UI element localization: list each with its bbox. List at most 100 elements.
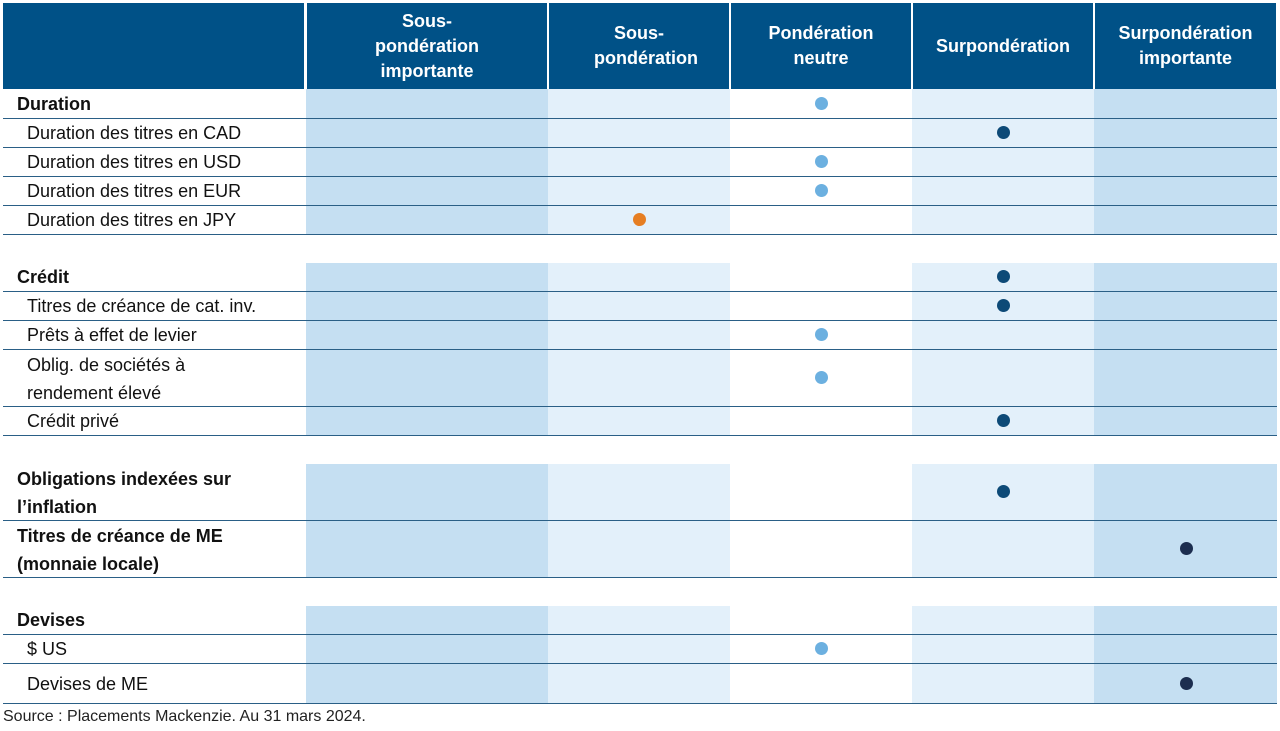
table-cell [730, 407, 912, 435]
table-cell [912, 119, 1094, 147]
table-cell [912, 664, 1094, 703]
column-header-2: Sous-pondération [549, 3, 729, 89]
header-corner [3, 3, 304, 89]
table-row: Duration des titres en CAD [3, 119, 1277, 148]
row-label: Devises [17, 610, 86, 630]
table-cell [730, 521, 912, 577]
table-cell [306, 321, 548, 349]
table-cell [730, 464, 912, 520]
row-label: $ US [27, 639, 68, 659]
table-cell [548, 321, 730, 349]
table-cell [548, 664, 730, 703]
column-header-label: Pondération neutre [768, 23, 874, 68]
position-dot-icon [633, 213, 646, 226]
position-dot-icon [815, 184, 828, 197]
table-row: Devises [3, 606, 1277, 635]
table-row: Duration des titres en USD [3, 148, 1277, 177]
table-cell [548, 148, 730, 176]
table-cell [548, 263, 730, 291]
table-cell [548, 350, 730, 406]
position-dot-icon [1179, 676, 1193, 690]
table-cell [1094, 407, 1277, 435]
table-cell [306, 606, 548, 634]
position-dot-icon [997, 414, 1010, 427]
table-cell [912, 521, 1094, 577]
table-cell [306, 464, 548, 520]
position-dot-icon [1179, 542, 1193, 555]
table-cell [306, 206, 548, 234]
table-cell [730, 606, 912, 634]
row-label: Oblig. de sociétés à rendement élevé [27, 355, 186, 403]
table-cell [1094, 292, 1277, 320]
table-row: Crédit [3, 263, 1277, 292]
section-spacer [3, 436, 1277, 464]
row-label: Duration des titres en USD [27, 152, 242, 172]
table-cell [548, 407, 730, 435]
table-cell [1094, 263, 1277, 291]
table-row: Prêts à effet de levier [3, 321, 1277, 350]
table-cell [306, 148, 548, 176]
table-row: Crédit privé [3, 407, 1277, 436]
table-cell [730, 119, 912, 147]
column-header-4: Surpondération [913, 3, 1093, 89]
column-header-5: Surpondération importante [1095, 3, 1276, 89]
table-cell [730, 321, 912, 349]
table-cell [1094, 664, 1277, 703]
table-cell [548, 206, 730, 234]
table-cell [730, 292, 912, 320]
table-cell [1094, 177, 1277, 205]
position-dot-icon [815, 371, 828, 384]
table-cell [730, 177, 912, 205]
table-cell [306, 521, 548, 577]
table-row: Titres de créance de ME (monnaie locale) [3, 521, 1277, 578]
table-cell [548, 292, 730, 320]
table-cell [912, 464, 1094, 520]
row-label: Titres de créance de ME (monnaie locale) [17, 526, 223, 574]
table-row: $ US [3, 635, 1277, 664]
column-header-label: Surpondération [936, 35, 1070, 56]
row-label: Duration des titres en EUR [27, 181, 242, 201]
source-note: Source : Placements Mackenzie. Au 31 mar… [3, 708, 366, 725]
table-row: Oblig. de sociétés à rendement élevé [3, 350, 1277, 407]
row-label: Duration [17, 93, 91, 114]
column-header-label: Sous-pondération importante [375, 10, 479, 81]
table-cell [306, 664, 548, 703]
table-row: Devises de ME [3, 664, 1277, 704]
row-label: Crédit privé [27, 411, 120, 431]
column-header-label: Surpondération importante [1118, 23, 1253, 68]
table-cell [730, 148, 912, 176]
table-cell [1094, 148, 1277, 176]
table-cell [1094, 606, 1277, 634]
row-label: Duration des titres en CAD [27, 123, 242, 143]
table-cell [912, 321, 1094, 349]
table-cell [912, 263, 1094, 291]
table-cell [730, 206, 912, 234]
section-spacer [3, 578, 1277, 606]
row-label: Titres de créance de cat. inv. [27, 296, 257, 316]
section-spacer [3, 235, 1277, 263]
row-label: Obligations indexées sur l’inflation [17, 469, 232, 517]
table-cell [1094, 89, 1277, 118]
table-cell [1094, 521, 1277, 577]
table-cell [1094, 464, 1277, 520]
column-header-1: Sous-pondération importante [307, 3, 547, 89]
table-cell [730, 263, 912, 291]
table-cell [306, 263, 548, 291]
table-cell [912, 635, 1094, 663]
table-cell [548, 89, 730, 118]
table-cell [912, 292, 1094, 320]
table-cell [730, 664, 912, 703]
position-dot-icon [815, 96, 828, 110]
position-dot-icon [997, 485, 1010, 498]
table-cell [306, 89, 548, 118]
table-cell [912, 89, 1094, 118]
position-dot-icon [815, 642, 828, 655]
table-row: Duration des titres en EUR [3, 177, 1277, 206]
table-cell [1094, 321, 1277, 349]
position-dot-icon [997, 126, 1010, 139]
table-cell [548, 606, 730, 634]
table-cell [306, 292, 548, 320]
table-row: Obligations indexées sur l’inflation [3, 464, 1277, 521]
table-cell [548, 119, 730, 147]
table-row: Titres de créance de cat. inv. [3, 292, 1277, 321]
